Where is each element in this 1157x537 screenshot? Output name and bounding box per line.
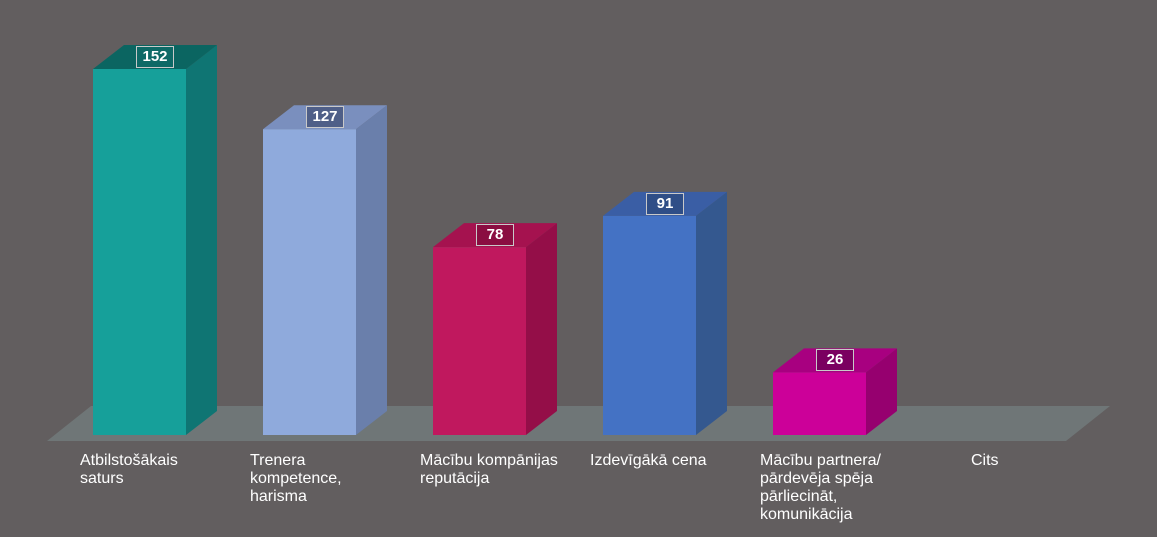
bar-2 xyxy=(433,247,526,435)
bar-value-label-4: 26 xyxy=(816,349,854,372)
bar-value-label-2: 78 xyxy=(476,224,514,247)
bar-value-label-0: 152 xyxy=(136,46,174,68)
bar-side-3 xyxy=(696,191,727,435)
bar-value-label-3: 91 xyxy=(646,192,684,215)
category-label-1: Trenera kompetence, harisma xyxy=(250,452,342,505)
category-label-4: Mācību partnera/ pārdevēja spēja pārliec… xyxy=(760,452,881,523)
bar-side-0 xyxy=(186,45,217,435)
category-label-2: Mācību kompānijas reputācija xyxy=(420,452,558,487)
bar-side-1 xyxy=(356,105,387,436)
bar-side-4 xyxy=(866,348,897,435)
bars-group xyxy=(93,45,897,436)
bar-side-2 xyxy=(526,223,557,435)
category-label-0: Atbilstošākais saturs xyxy=(80,452,178,487)
bar-value-label-1: 127 xyxy=(306,106,344,129)
bar-1 xyxy=(263,129,356,435)
bar-4 xyxy=(773,372,866,435)
category-label-5: Cits xyxy=(971,452,999,469)
category-label-3: Izdevīgākā cena xyxy=(590,452,707,469)
bar-3 xyxy=(603,215,696,435)
bar-0 xyxy=(93,69,186,435)
